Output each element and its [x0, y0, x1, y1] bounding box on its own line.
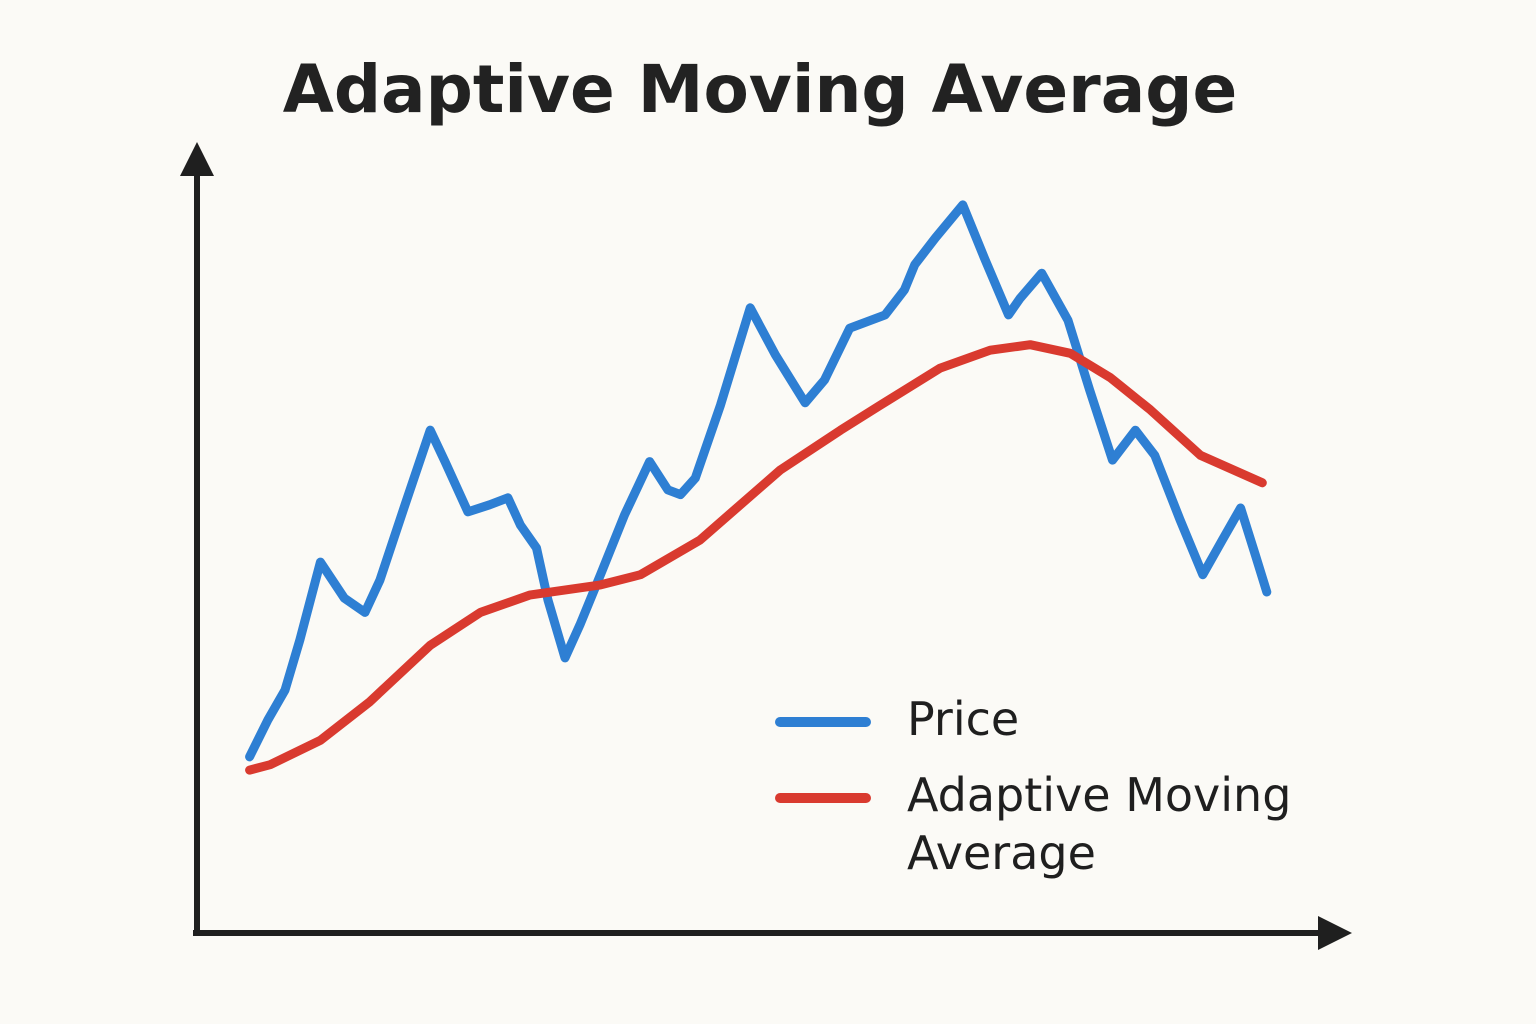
plot-area — [245, 200, 1272, 775]
x-axis-arrow — [1318, 916, 1352, 950]
line-series — [245, 340, 1267, 775]
line-series — [245, 200, 1272, 762]
legend: Price Adaptive Moving Average — [775, 690, 1335, 900]
legend-swatch — [775, 793, 871, 803]
legend-label: Adaptive Moving Average — [907, 768, 1292, 880]
y-axis-arrow — [180, 142, 214, 176]
legend-item: Price — [775, 690, 1335, 748]
legend-label: Price — [907, 692, 1020, 746]
chart-title: Adaptive Moving Average — [283, 51, 1238, 128]
legend-swatch — [775, 717, 871, 727]
legend-item: Adaptive Moving Average — [775, 766, 1335, 882]
